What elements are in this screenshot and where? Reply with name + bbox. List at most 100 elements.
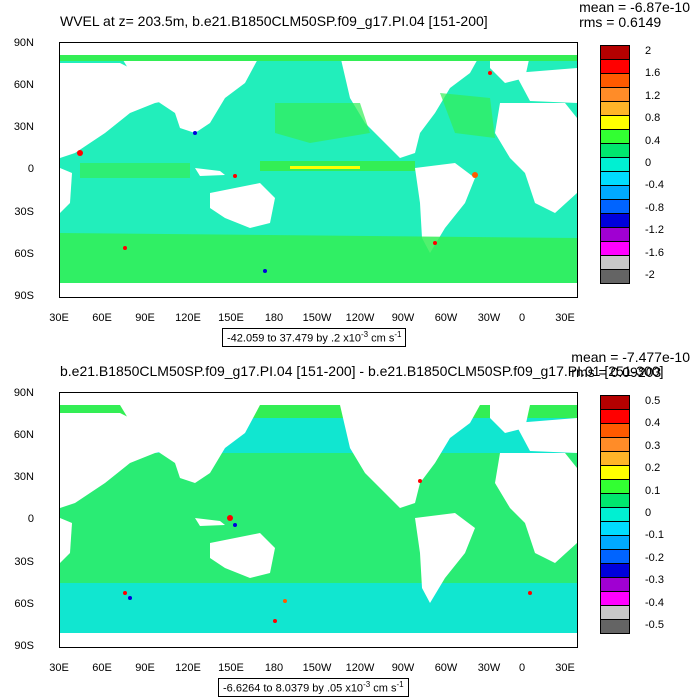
colorbar-label: 0 [645, 507, 652, 519]
colorbar-label: 0.3 [645, 439, 661, 452]
colorbar-swatch [600, 241, 630, 256]
colorbar-label: -0.4 [645, 596, 664, 609]
lon-label: 120W [345, 312, 375, 324]
colorbar-swatch [600, 129, 630, 144]
colorbar-swatch [600, 507, 630, 522]
lon-label: 90W [391, 312, 415, 324]
lat-label-90S: 90S [14, 640, 34, 652]
lon-label: 60E [92, 662, 112, 674]
lon-label: 30W [477, 662, 501, 674]
plot-title: WVEL at z= 203.5m, b.e21.B1850CLM50SP.f0… [60, 13, 488, 29]
lat-label-90S: 90S [14, 290, 34, 302]
colorbar: 0.5 0.4 0.3 0.2 0.1 0 -0.1 -0.2 -0.3 -0.4 -0.5 [600, 395, 670, 635]
colorbar-swatch [600, 171, 630, 186]
map-plot [59, 42, 578, 298]
lon-label: 60E [92, 312, 112, 324]
lon-label: 180 [264, 312, 284, 324]
colorbar-swatch [600, 59, 630, 74]
colorbar-swatch [600, 143, 630, 158]
ocean-difference-map [60, 393, 577, 647]
colorbar-swatch [600, 409, 630, 424]
lat-label-30S: 30S [14, 206, 34, 218]
lon-label: 150E [218, 662, 244, 674]
colorbar-swatch [600, 101, 630, 116]
colorbar-swatch [600, 465, 630, 480]
colorbar-swatch [600, 549, 630, 564]
colorbar-swatch [600, 213, 630, 228]
colorbar-label: -0.8 [645, 201, 664, 214]
colorbar-label: -0.5 [645, 619, 664, 631]
colorbar-swatch [600, 199, 630, 214]
colorbar-label: 0 [645, 157, 652, 169]
colorbar-label: 0.1 [645, 484, 661, 497]
colorbar-swatch [600, 563, 630, 578]
lon-label: 150W [302, 312, 332, 324]
contour-range-label: -6.6264 to 8.0379 by .05 x10-3 cm s-1 [218, 678, 409, 697]
colorbar-swatch [600, 157, 630, 172]
colorbar-label: 0.5 [645, 395, 661, 407]
colorbar-swatch [600, 619, 630, 634]
lat-label-60N: 60N [13, 429, 34, 441]
lat-label-30S: 30S [14, 556, 34, 568]
panel-bottom: b.e21.B1850CLM50SP.f09_g17.PI.04 [151-20… [0, 350, 700, 700]
lat-label-90N: 90N [13, 37, 34, 49]
colorbar: 2 1.6 1.2 0.8 0.4 0 -0.4 -0.8 -1.2 -1.6 -2 [600, 45, 670, 285]
colorbar-swatch [600, 535, 630, 550]
lon-label: 150W [302, 662, 332, 674]
lat-label-30N: 30N [13, 121, 34, 133]
colorbar-swatch [600, 87, 630, 102]
lon-label: 30W [477, 312, 501, 324]
lat-label-60N: 60N [13, 79, 34, 91]
colorbar-swatch [600, 423, 630, 438]
lat-label-60S: 60S [14, 598, 34, 610]
lon-label: 0 [518, 312, 526, 324]
panel-top: WVEL at z= 203.5m, b.e21.B1850CLM50SP.f0… [13, 0, 690, 347]
contour-range-label: -42.059 to 37.479 by .2 x10-3 cm s-1 [222, 328, 407, 347]
colorbar-label: 1.6 [645, 67, 661, 80]
colorbar-swatch [600, 395, 630, 410]
lat-label-0: 0 [27, 513, 34, 525]
colorbar-label: -1.2 [645, 224, 664, 237]
colorbar-swatch [600, 115, 630, 130]
colorbar-label: 1.2 [645, 89, 661, 102]
colorbar-swatch [600, 45, 630, 60]
lon-label: 30E [555, 662, 575, 674]
colorbar-swatch [600, 577, 630, 592]
mean-value: mean = -7.477e-10 [571, 349, 690, 365]
lon-label: 90W [391, 662, 415, 674]
colorbar-label: 0.4 [645, 417, 661, 430]
ocean-field-map [60, 43, 577, 297]
colorbar-label: 0.8 [645, 112, 661, 125]
colorbar-label: -1.6 [645, 246, 664, 259]
colorbar-label: -2 [645, 269, 655, 281]
stats-box: mean = -7.477e-10 rms = 0.09203 [571, 350, 690, 380]
lon-label: 60W [434, 312, 458, 324]
colorbar-label: 0.2 [645, 462, 661, 475]
lon-label: 0 [518, 662, 526, 674]
colorbar-swatch [600, 591, 630, 606]
lat-label-60S: 60S [14, 248, 34, 260]
lon-label: 30E [49, 662, 69, 674]
colorbar-label: 0.4 [645, 134, 661, 147]
colorbar-label: -0.1 [645, 529, 664, 542]
colorbar-swatch [600, 73, 630, 88]
colorbar-swatch [600, 451, 630, 466]
lon-label: 60W [434, 662, 458, 674]
lon-label: 120E [175, 312, 201, 324]
lon-label: 90E [135, 312, 155, 324]
rms-value: rms = 0.09203 [571, 364, 662, 380]
lon-label: 30E [555, 312, 575, 324]
colorbar-swatch [600, 521, 630, 536]
lon-label: 150E [218, 312, 244, 324]
colorbar-swatch [600, 227, 630, 242]
plot-title: b.e21.B1850CLM50SP.f09_g17.PI.04 [151-20… [60, 363, 664, 379]
colorbar-label: -0.3 [645, 574, 664, 587]
lon-label: 180 [264, 662, 284, 674]
colorbar-swatch [600, 479, 630, 494]
colorbar-label: 2 [645, 45, 652, 57]
lon-label: 30E [49, 312, 69, 324]
colorbar-label: -0.2 [645, 551, 664, 564]
lat-label-0: 0 [27, 163, 34, 175]
stats-box: mean = -6.87e-10 rms = 0.6149 [579, 0, 690, 30]
colorbar-swatch [600, 185, 630, 200]
